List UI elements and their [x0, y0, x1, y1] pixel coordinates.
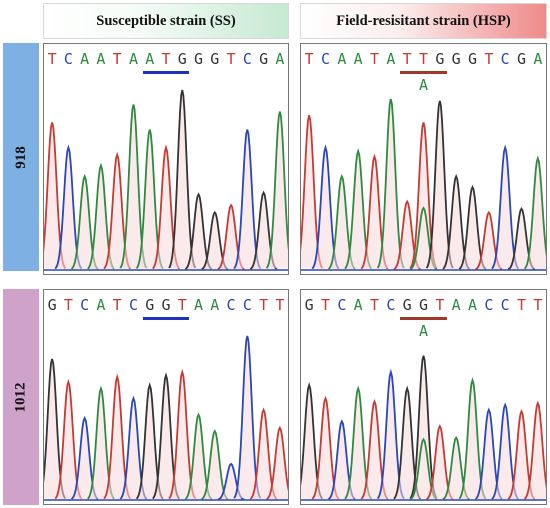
base-letter: A: [467, 296, 478, 314]
base-letter: A: [337, 50, 347, 68]
base-letter: A: [80, 50, 90, 68]
base-letter: A: [96, 50, 106, 68]
base-letter: A: [275, 50, 285, 68]
base-letter: T: [275, 296, 285, 314]
base-letter: T: [112, 296, 122, 314]
base-letter: C: [242, 50, 252, 68]
base-letter: C: [337, 296, 347, 314]
base-letter: C: [242, 296, 252, 314]
base-letter: G: [516, 50, 527, 68]
base-letter: T: [402, 50, 412, 68]
base-letter: A: [386, 50, 396, 68]
base-letter: G: [194, 50, 204, 68]
header-hsp-text: Field-resisitant strain (HSP): [336, 12, 511, 29]
peak-trace: [376, 98, 405, 269]
row-label-918-text: 918: [12, 145, 29, 169]
base-letter: T: [435, 296, 445, 314]
codon-underline: [400, 71, 447, 74]
peak-trace: [265, 111, 288, 269]
base-letter: T: [369, 296, 380, 314]
peak-trace: [266, 425, 288, 500]
chromatogram-trace: [44, 89, 288, 271]
base-letter: A: [194, 296, 204, 314]
base-letter: T: [516, 296, 527, 314]
peak-trace: [523, 155, 546, 270]
base-letter: T: [259, 296, 269, 314]
base-letter: T: [320, 296, 331, 314]
base-letter: G: [418, 296, 429, 314]
base-letter: G: [467, 50, 478, 68]
row-label-918: 918: [3, 43, 39, 271]
base-letter: A: [128, 50, 138, 68]
base-letter: G: [210, 50, 220, 68]
base-letter: A: [145, 50, 155, 68]
base-letter: G: [177, 50, 187, 68]
base-letter: T: [47, 50, 57, 68]
peak-trace: [523, 400, 546, 500]
base-letter: G: [161, 296, 171, 314]
base-letter: C: [500, 296, 510, 314]
base-letter: G: [435, 50, 445, 68]
base-letter: A: [451, 296, 461, 314]
base-letter: T: [418, 50, 429, 68]
base-letter: T: [533, 296, 543, 314]
base-letter: G: [145, 296, 155, 314]
base-letter: G: [304, 296, 314, 314]
mutation-base: A: [418, 76, 429, 94]
base-letter: T: [369, 50, 380, 68]
base-letter: A: [96, 296, 106, 314]
codon-underline: [400, 317, 447, 320]
chromatogram-trace: [44, 335, 288, 501]
base-letter: T: [177, 296, 187, 314]
mutation-base: A: [418, 322, 429, 340]
base-letter: C: [500, 50, 510, 68]
header-ss-text: Susceptible strain (SS): [96, 12, 236, 29]
base-letter: G: [47, 296, 57, 314]
chromatogram-trace: [301, 355, 546, 501]
base-letter: G: [402, 296, 412, 314]
base-letter: C: [63, 50, 73, 68]
base-letter: G: [451, 50, 461, 68]
base-letter: T: [304, 50, 314, 68]
codon-underline: [142, 317, 190, 320]
header-field-resistant-strain: Field-resisitant strain (HSP): [300, 3, 547, 39]
base-letter: T: [63, 296, 73, 314]
row-label-1012: 1012: [3, 289, 39, 505]
base-letter: A: [210, 296, 220, 314]
base-letter: T: [484, 50, 494, 68]
base-letter: C: [128, 296, 138, 314]
base-letter: G: [259, 50, 269, 68]
base-letter: T: [226, 50, 236, 68]
chromatogram-trace: [301, 98, 546, 271]
base-letter: C: [226, 296, 236, 314]
base-letter: C: [320, 50, 331, 68]
row-label-1012-text: 1012: [12, 382, 29, 412]
codon-underline: [142, 71, 190, 74]
base-letter: C: [80, 296, 90, 314]
base-letter: T: [161, 50, 171, 68]
base-letter: C: [484, 296, 494, 314]
base-letter: T: [112, 50, 122, 68]
base-letter: A: [533, 50, 543, 68]
base-letter: C: [386, 296, 396, 314]
header-susceptible-strain: Susceptible strain (SS): [43, 3, 289, 39]
base-letter: A: [353, 50, 363, 68]
base-letter: A: [353, 296, 363, 314]
